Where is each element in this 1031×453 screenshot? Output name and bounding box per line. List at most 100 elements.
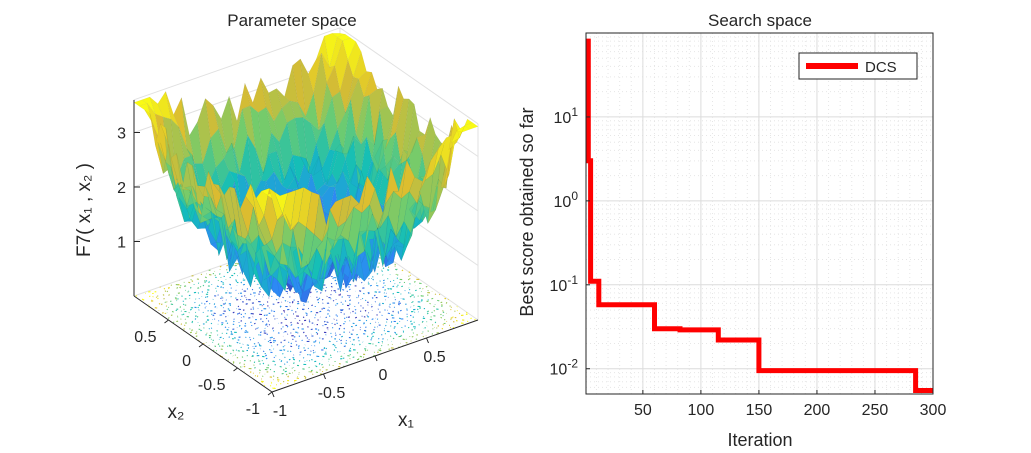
contour-line bbox=[426, 311, 429, 313]
contour-line bbox=[272, 375, 275, 377]
contour-line bbox=[363, 316, 366, 318]
contour-line bbox=[247, 347, 250, 349]
contour-line bbox=[445, 302, 448, 304]
contour-line bbox=[206, 295, 209, 298]
contour-line bbox=[141, 298, 144, 301]
contour-line bbox=[190, 279, 192, 281]
contour-line bbox=[251, 288, 254, 291]
contour-line bbox=[161, 312, 164, 314]
contour-line bbox=[427, 330, 429, 332]
contour-line bbox=[425, 285, 428, 288]
contour-line bbox=[371, 318, 374, 321]
contour-line bbox=[229, 276, 231, 279]
contour-line bbox=[301, 323, 304, 325]
y-tick-label: 100 bbox=[554, 189, 579, 211]
contour-line bbox=[361, 297, 364, 300]
contour-line bbox=[359, 290, 362, 292]
contour-line bbox=[285, 373, 288, 376]
contour-line bbox=[205, 321, 208, 323]
x-axis-label: Iteration bbox=[727, 430, 792, 450]
contour-line bbox=[398, 303, 400, 306]
contour-line bbox=[302, 308, 304, 311]
contour-line bbox=[265, 354, 267, 357]
contour-line bbox=[282, 326, 284, 328]
contour-line bbox=[235, 262, 237, 265]
x2-tick-mark bbox=[164, 319, 169, 324]
contour-line bbox=[253, 347, 255, 350]
contour-line bbox=[348, 288, 351, 291]
contour-line bbox=[310, 350, 312, 352]
contour-line bbox=[312, 373, 314, 375]
contour-line bbox=[262, 350, 265, 353]
contour-line bbox=[240, 281, 243, 284]
contour-line bbox=[384, 289, 387, 291]
contour-line bbox=[450, 317, 453, 319]
contour-line bbox=[398, 317, 401, 320]
contour-line bbox=[221, 345, 224, 347]
contour-line bbox=[377, 308, 379, 310]
contour-line bbox=[282, 353, 284, 355]
x2-tick-label: -1 bbox=[246, 401, 260, 418]
contour-line bbox=[203, 327, 205, 329]
x-tick-label: 100 bbox=[688, 402, 715, 419]
contour-line bbox=[245, 298, 248, 301]
contour-line bbox=[366, 349, 369, 351]
x-tick-label: 50 bbox=[634, 402, 652, 419]
contour-line bbox=[218, 320, 220, 322]
contour-line bbox=[176, 286, 179, 289]
contour-line bbox=[263, 314, 266, 317]
contour-line bbox=[409, 283, 411, 285]
contour-line bbox=[431, 297, 434, 300]
surface-patch bbox=[464, 122, 479, 130]
contour-line bbox=[232, 311, 235, 314]
convergence-plot-panel: Search space 50 100 150 200 250 300 10-210-11… bbox=[517, 11, 946, 450]
x1-axis-ticks: -1 -0.5 0 0.5 bbox=[271, 337, 446, 420]
contour-line bbox=[441, 327, 444, 330]
contour-line bbox=[381, 314, 383, 317]
x1-tick-mark bbox=[374, 355, 378, 362]
contour-line bbox=[267, 305, 269, 307]
contour-line bbox=[349, 358, 351, 360]
contour-line bbox=[203, 280, 206, 282]
contour-line bbox=[189, 286, 192, 289]
contour-line bbox=[363, 322, 365, 324]
surface-plot-title: Parameter space bbox=[227, 11, 356, 30]
contour-line bbox=[309, 354, 312, 356]
contour-line bbox=[216, 334, 219, 336]
contour-line bbox=[307, 326, 309, 328]
contour-line bbox=[151, 300, 154, 302]
contour-line bbox=[166, 301, 168, 303]
contour-line bbox=[422, 320, 424, 323]
contour-line bbox=[135, 295, 138, 297]
contour-line bbox=[398, 300, 400, 303]
contour-line bbox=[191, 320, 194, 323]
contour-line bbox=[216, 285, 219, 288]
contour-line bbox=[376, 273, 379, 275]
contour-line bbox=[275, 298, 278, 301]
contour-line bbox=[422, 335, 425, 338]
contour-line bbox=[262, 362, 265, 365]
contour-line bbox=[301, 339, 303, 342]
contour-line bbox=[323, 320, 326, 323]
contour-line bbox=[340, 301, 342, 304]
z-tick-label: 2 bbox=[117, 180, 126, 197]
contour-line bbox=[228, 336, 230, 338]
contour-line bbox=[297, 345, 300, 347]
contour-line bbox=[408, 288, 411, 291]
contour-line bbox=[240, 320, 243, 322]
contour-line bbox=[194, 301, 196, 304]
contour-line bbox=[230, 332, 233, 334]
contour-line bbox=[319, 292, 322, 294]
contour-line bbox=[411, 335, 414, 338]
x1-tick-label: -1 bbox=[273, 403, 287, 420]
contour-line bbox=[322, 366, 324, 369]
contour-line bbox=[401, 269, 404, 272]
contour-line bbox=[189, 308, 192, 311]
contour-line bbox=[261, 309, 263, 312]
contour-line bbox=[232, 362, 235, 364]
contour-line bbox=[395, 333, 398, 336]
contour-line bbox=[191, 321, 193, 324]
contour-line bbox=[387, 312, 391, 315]
x1-axis-label: x₁ bbox=[398, 410, 414, 431]
contour-line bbox=[333, 349, 336, 351]
